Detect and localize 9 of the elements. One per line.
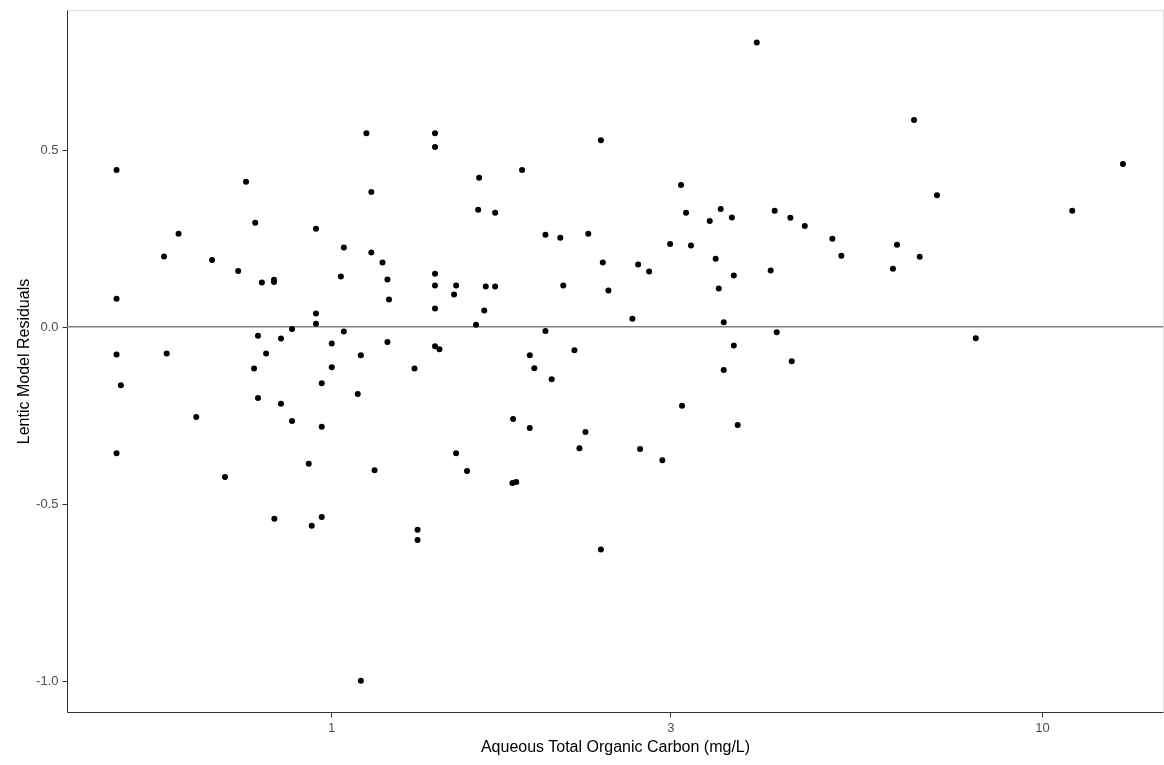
y-tick-label: -1.0 (36, 673, 59, 689)
y-tick-label: -0.5 (36, 496, 59, 512)
x-tick-label: 1 (328, 719, 336, 735)
x-tick-label: 10 (1035, 719, 1050, 735)
y-tick-label: 0.0 (40, 319, 59, 335)
x-axis-title: Aqueous Total Organic Carbon (mg/L) (480, 737, 751, 755)
y-axis-title: Lentic Model Residuals (15, 278, 33, 445)
y-tick-label: 0.5 (40, 142, 59, 158)
x-tick-label: 3 (667, 719, 675, 735)
